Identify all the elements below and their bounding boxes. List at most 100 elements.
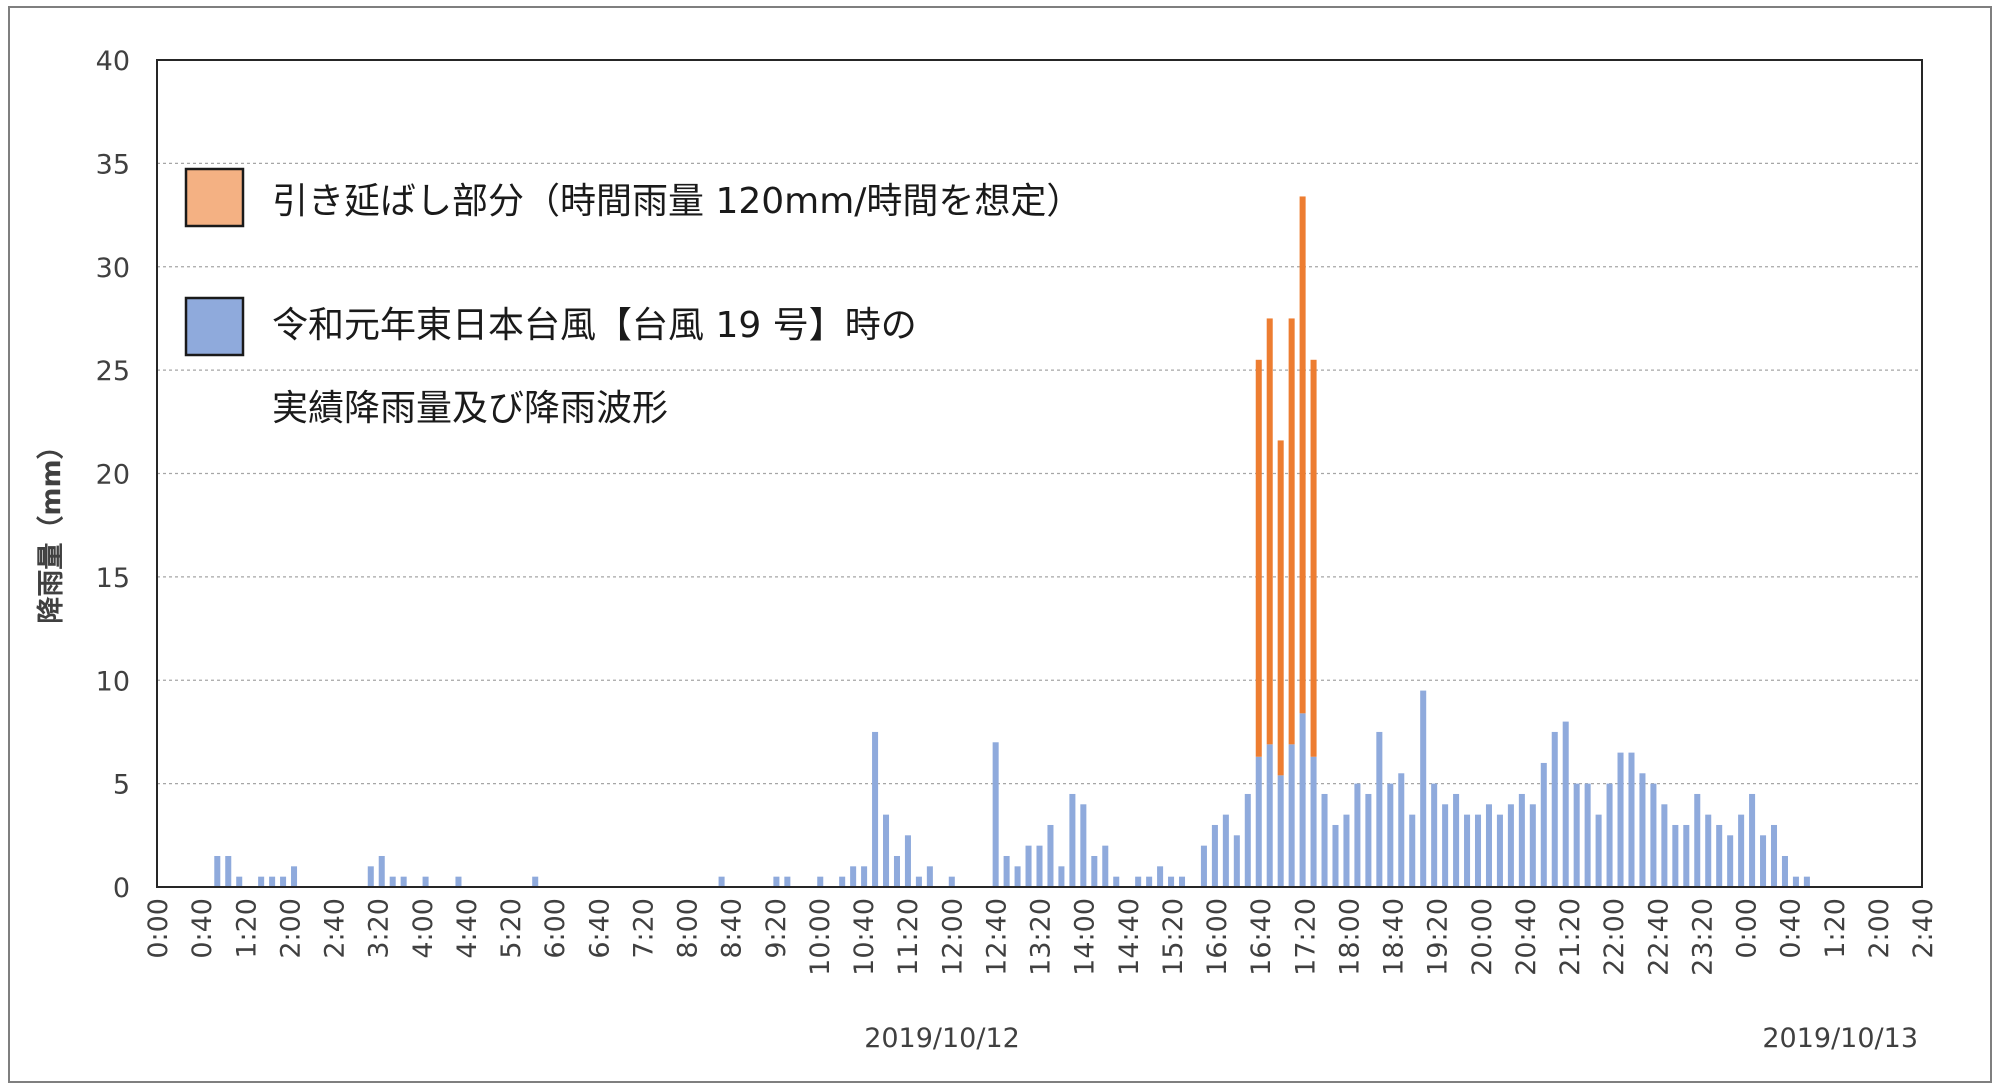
bar-observed xyxy=(455,876,462,887)
bar-observed xyxy=(378,855,385,887)
bar-observed xyxy=(904,835,911,887)
bar-observed xyxy=(1343,814,1350,887)
x-tick-label: 2:00 xyxy=(1864,898,1895,959)
bar-observed xyxy=(1716,824,1723,887)
x-tick-label: 6:00 xyxy=(540,898,571,959)
x-tick-label: 10:00 xyxy=(805,898,836,976)
bar-observed xyxy=(1398,773,1405,887)
bar-observed xyxy=(291,866,298,887)
x-tick-label: 3:20 xyxy=(364,898,395,959)
bar-observed xyxy=(1135,876,1142,887)
bar-observed xyxy=(1770,824,1778,887)
x-tick-label: 2:40 xyxy=(1908,898,1939,959)
bar-observed xyxy=(883,814,890,887)
bar-observed xyxy=(1453,793,1460,887)
y-tick-label: 35 xyxy=(96,149,130,180)
bar-extended xyxy=(1299,196,1306,714)
bar-observed xyxy=(1376,731,1383,887)
bar-observed xyxy=(236,876,243,887)
bar-observed xyxy=(1288,744,1295,887)
date-label: 2019/10/13 xyxy=(1762,1023,1918,1054)
bar-observed xyxy=(1485,804,1492,887)
bar-observed xyxy=(872,731,879,887)
bar-observed xyxy=(893,855,900,887)
bar-observed xyxy=(422,876,429,887)
bar-observed xyxy=(915,876,922,887)
bar-observed xyxy=(850,866,857,887)
bar-observed xyxy=(1299,713,1306,887)
bar-observed xyxy=(1781,855,1788,887)
bar-observed xyxy=(1464,814,1471,887)
legend-label: 令和元年東日本台風【台風 19 号】時の xyxy=(272,305,917,346)
gridlines xyxy=(157,162,1922,785)
bar-observed xyxy=(1551,731,1558,887)
bar-observed xyxy=(1518,793,1525,887)
bar-extended xyxy=(1266,318,1273,745)
x-tick-label: 14:40 xyxy=(1114,898,1145,976)
bar-observed xyxy=(1661,804,1668,887)
x-tick-label: 0:00 xyxy=(143,898,174,959)
bar-observed xyxy=(532,876,539,887)
bar-observed xyxy=(1102,845,1109,887)
legend-swatch xyxy=(184,296,245,357)
bar-observed xyxy=(1233,835,1240,887)
x-tick-label: 7:20 xyxy=(628,898,659,959)
bar-observed xyxy=(1749,793,1756,887)
bar-observed xyxy=(1639,773,1646,887)
bar-observed xyxy=(1442,804,1449,887)
y-tick-label: 20 xyxy=(96,460,130,491)
bar-observed xyxy=(1617,752,1624,887)
x-tick-label: 16:40 xyxy=(1246,898,1277,976)
bar-observed xyxy=(1310,756,1317,887)
bar-observed xyxy=(718,876,725,887)
bar-observed xyxy=(1157,866,1164,887)
bar-extended xyxy=(1310,359,1317,757)
x-tick-label: 2:40 xyxy=(320,898,351,959)
bar-observed xyxy=(1474,814,1482,887)
y-tick-label: 0 xyxy=(113,873,130,904)
y-tick-label: 10 xyxy=(96,666,130,697)
bar-observed xyxy=(1431,783,1438,887)
y-tick-label: 30 xyxy=(96,253,130,284)
chart-frame xyxy=(8,6,1992,1083)
x-tick-label: 11:20 xyxy=(893,898,924,976)
x-tick-label: 9:20 xyxy=(761,898,792,959)
bar-observed xyxy=(1365,793,1372,887)
bar-observed xyxy=(1222,814,1229,887)
bar-observed xyxy=(1420,690,1427,887)
bar-observed xyxy=(225,855,232,887)
bar-observed xyxy=(1584,783,1591,887)
legend-label: 実績降雨量及び降雨波形 xyxy=(272,388,668,429)
bar-observed xyxy=(1606,783,1613,887)
bar-observed xyxy=(1507,804,1514,887)
x-tick-label: 20:40 xyxy=(1511,898,1542,976)
x-tick-label: 0:40 xyxy=(187,898,218,959)
bar-observed xyxy=(992,742,999,887)
bars xyxy=(214,196,1810,887)
x-tick-label: 20:00 xyxy=(1467,898,1498,976)
bar-observed xyxy=(1091,855,1098,887)
x-tick-label: 14:00 xyxy=(1070,898,1101,976)
x-tick-label: 18:40 xyxy=(1379,898,1410,976)
bar-observed xyxy=(1387,783,1394,887)
bar-observed xyxy=(1058,866,1065,887)
x-tick-label: 19:20 xyxy=(1423,898,1454,976)
bar-observed xyxy=(1321,793,1328,887)
bar-observed xyxy=(1080,804,1087,887)
bar-observed xyxy=(1168,876,1175,887)
bar-observed xyxy=(1332,824,1339,887)
bar-observed xyxy=(1354,783,1361,887)
x-tick-label: 4:40 xyxy=(452,898,483,959)
bar-observed xyxy=(400,876,407,887)
bar-observed xyxy=(1760,835,1767,887)
y-tick-label: 5 xyxy=(113,770,130,801)
x-tick-label: 21:20 xyxy=(1555,898,1586,976)
bar-observed xyxy=(1014,866,1021,887)
bar-observed xyxy=(214,855,221,887)
y-tick-label: 15 xyxy=(96,563,130,594)
x-tick-label: 17:20 xyxy=(1290,898,1321,976)
bar-observed xyxy=(1727,835,1734,887)
bar-observed xyxy=(1650,783,1657,887)
bar-observed xyxy=(1025,845,1032,887)
